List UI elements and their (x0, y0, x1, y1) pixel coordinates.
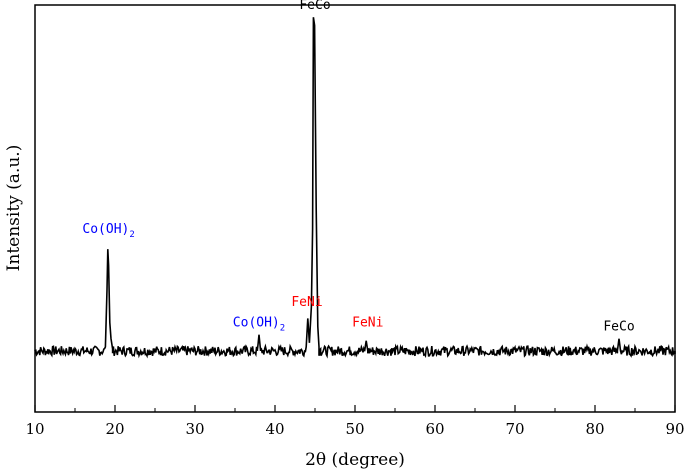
x-tick-label: 50 (345, 420, 364, 438)
x-tick-label: 70 (505, 420, 524, 438)
peak-label: Co(OH)2 (233, 316, 285, 334)
x-tick-label: 80 (585, 420, 604, 438)
peak-annotations: Co(OH)2 Co(OH)2 FeNi FeNi FeCo FeCo (82, 0, 634, 335)
series-line (34, 17, 676, 359)
peak-label-subscript: 2 (280, 324, 285, 334)
peak-label: FeNi (352, 316, 383, 331)
x-tick-label: 40 (265, 420, 284, 438)
peak-label: Co(OH)2 (82, 222, 134, 240)
peak-label: FeNi (291, 295, 322, 310)
x-tick-label: 10 (25, 420, 44, 438)
x-axis-ticks (34, 405, 676, 412)
x-tick-label: 90 (665, 420, 684, 438)
x-axis-title: 2θ (degree) (305, 450, 405, 470)
x-axis-tick-labels: 10 20 30 40 50 60 70 80 90 (25, 420, 684, 438)
x-tick-label: 30 (185, 420, 204, 438)
peak-label: FeCo (299, 0, 330, 13)
x-tick-label: 20 (105, 420, 124, 438)
y-axis-title: Intensity (a.u.) (4, 145, 24, 272)
x-tick-label: 60 (425, 420, 444, 438)
peak-label-subscript: 2 (129, 230, 134, 240)
peak-label: FeCo (603, 320, 634, 335)
